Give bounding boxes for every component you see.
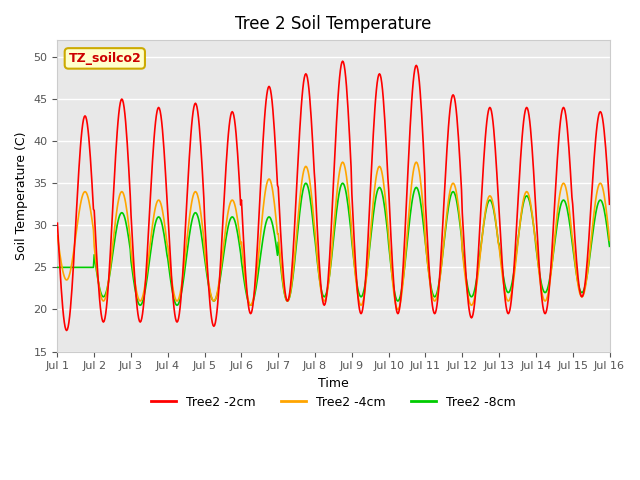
Y-axis label: Soil Temperature (C): Soil Temperature (C) xyxy=(15,132,28,260)
Text: TZ_soilco2: TZ_soilco2 xyxy=(68,52,141,65)
X-axis label: Time: Time xyxy=(318,377,349,390)
Title: Tree 2 Soil Temperature: Tree 2 Soil Temperature xyxy=(236,15,431,33)
Legend: Tree2 -2cm, Tree2 -4cm, Tree2 -8cm: Tree2 -2cm, Tree2 -4cm, Tree2 -8cm xyxy=(147,391,520,414)
